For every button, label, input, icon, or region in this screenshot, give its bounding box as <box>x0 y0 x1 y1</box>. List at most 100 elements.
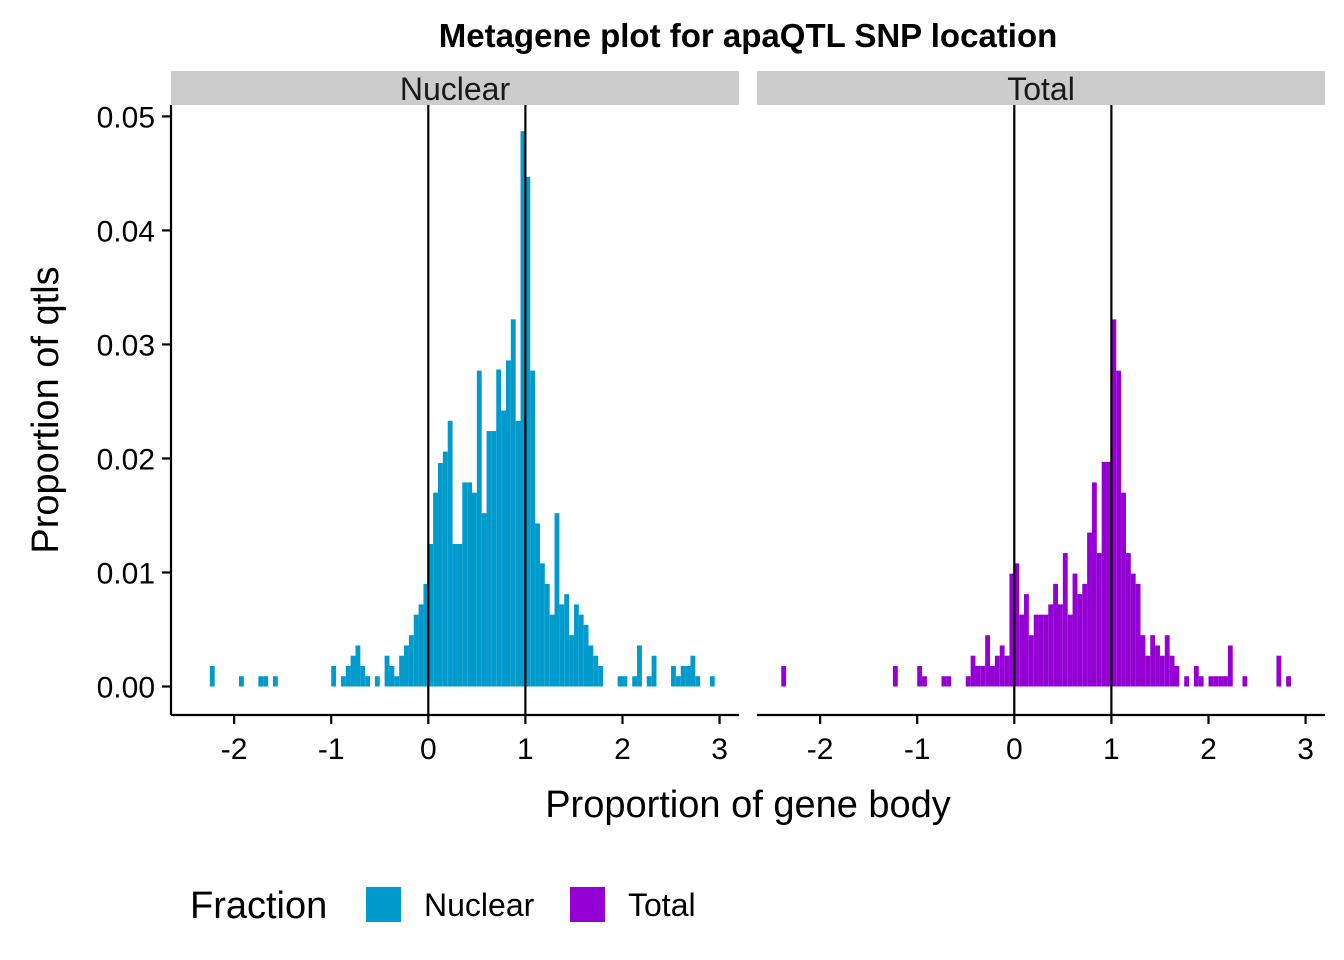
x-axis-title: Proportion of gene body <box>545 784 951 826</box>
bar-total <box>999 645 1005 687</box>
bar-total <box>1101 461 1107 687</box>
bar-nuclear <box>535 523 540 687</box>
bar-nuclear <box>486 431 492 687</box>
bar-nuclear <box>365 676 371 687</box>
bar-nuclear <box>433 492 438 687</box>
x-tick-label-total: -1 <box>904 733 931 766</box>
bar-nuclear <box>559 604 565 687</box>
bar-total <box>1019 614 1024 687</box>
bar-total <box>1121 492 1126 687</box>
bar-total <box>1286 676 1292 687</box>
bar-nuclear <box>481 513 487 687</box>
bar-nuclear <box>573 604 579 687</box>
bar-nuclear <box>238 676 244 687</box>
bar-nuclear <box>447 420 453 687</box>
bar-total <box>1033 614 1039 687</box>
bar-nuclear <box>583 624 589 687</box>
strip-nuclear <box>171 71 739 105</box>
bar-nuclear <box>588 645 594 687</box>
x-tick-label-nuclear: 3 <box>711 733 728 766</box>
bar-total <box>917 665 923 687</box>
bar-nuclear <box>646 676 652 687</box>
bar-nuclear <box>476 370 482 687</box>
bar-nuclear <box>394 676 400 687</box>
bar-nuclear <box>374 676 380 687</box>
y-tick-label: 0.04 <box>97 215 155 248</box>
bar-total <box>975 665 981 687</box>
bar-total <box>994 655 1000 687</box>
bar-total <box>1276 655 1282 687</box>
bar-nuclear <box>471 492 477 687</box>
bar-nuclear <box>525 176 531 687</box>
bar-total <box>946 676 952 687</box>
bar-nuclear <box>428 543 434 687</box>
legend-key-nuclear <box>366 887 401 922</box>
y-tick-label: 0.05 <box>97 101 155 134</box>
bar-nuclear <box>467 482 472 687</box>
bar-nuclear <box>501 410 506 687</box>
x-tick-label-nuclear: -1 <box>318 733 345 766</box>
bar-nuclear <box>340 676 346 687</box>
legend-key-total <box>570 887 605 922</box>
bar-total <box>1082 583 1088 687</box>
y-tick-label: 0.01 <box>97 557 155 590</box>
bar-total <box>941 676 947 687</box>
bar-nuclear <box>272 676 278 687</box>
bar-nuclear <box>331 665 337 687</box>
bar-total <box>1130 573 1136 687</box>
bar-nuclear <box>404 645 409 687</box>
bar-total <box>985 635 991 687</box>
bar-total <box>1213 676 1219 687</box>
bar-nuclear <box>564 594 570 687</box>
bar-nuclear <box>510 319 516 687</box>
bar-total <box>1067 614 1073 687</box>
bar-total <box>965 676 971 687</box>
bar-nuclear <box>690 655 696 687</box>
bar-nuclear <box>263 676 269 687</box>
bar-nuclear <box>452 543 458 687</box>
bar-total <box>1169 655 1175 687</box>
bar-total <box>970 655 976 687</box>
bar-nuclear <box>530 370 536 687</box>
x-tick-label-total: 2 <box>1200 733 1217 766</box>
bar-nuclear <box>695 676 701 687</box>
strip-total <box>757 71 1325 105</box>
bar-nuclear <box>569 635 574 687</box>
bar-nuclear <box>413 614 419 687</box>
bar-nuclear <box>462 482 468 687</box>
bar-total <box>1223 676 1228 687</box>
bar-nuclear <box>520 131 526 687</box>
bar-total <box>1062 553 1068 687</box>
bar-nuclear <box>622 676 628 687</box>
bar-nuclear <box>384 655 390 687</box>
bar-total <box>1155 645 1160 687</box>
bar-nuclear <box>685 665 691 687</box>
bar-nuclear <box>578 614 584 687</box>
bar-total <box>1135 583 1141 687</box>
bar-total <box>922 676 927 687</box>
x-tick-label-nuclear: -2 <box>221 733 248 766</box>
y-axis-title: Proportion of qtls <box>25 266 67 553</box>
bar-total <box>1116 370 1122 687</box>
bar-total <box>1242 676 1248 687</box>
legend-title: Fraction <box>190 885 327 927</box>
y-tick-label: 0.02 <box>97 443 155 476</box>
bar-total <box>892 665 898 687</box>
bar-nuclear <box>637 645 642 687</box>
bar-total <box>1125 553 1131 687</box>
x-tick-label-total: 1 <box>1103 733 1120 766</box>
bar-nuclear <box>389 665 395 687</box>
bar-nuclear <box>539 563 545 687</box>
chart-title: Metagene plot for apaQTL SNP location <box>439 17 1058 54</box>
x-tick-label-total: -2 <box>807 733 834 766</box>
bar-total <box>1159 655 1165 687</box>
x-tick-label-nuclear: 0 <box>420 733 437 766</box>
bar-nuclear <box>680 665 686 687</box>
x-tick-label-nuclear: 1 <box>517 733 534 766</box>
bar-total <box>1048 604 1054 687</box>
bar-nuclear <box>491 431 497 687</box>
strip-label-nuclear: Nuclear <box>400 71 511 107</box>
bar-total <box>1024 594 1029 687</box>
bar-nuclear <box>671 665 676 687</box>
